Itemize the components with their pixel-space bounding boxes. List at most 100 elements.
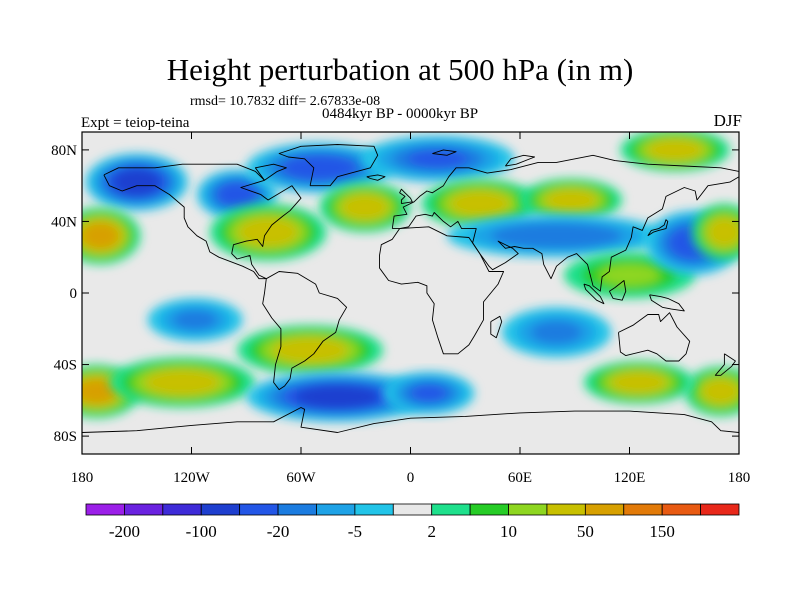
anomaly-8-level-5	[283, 341, 337, 360]
coast-svalbard	[432, 149, 457, 156]
coast-sumatra	[583, 283, 605, 305]
colorbar-box-3	[162, 503, 202, 516]
anomaly-21	[501, 307, 612, 358]
anomaly-22-level-5	[707, 382, 734, 401]
anomaly-2-level-6	[86, 226, 114, 246]
period-text: 0484kyr BP - 0000kyr BP	[322, 106, 479, 122]
coast-japan	[647, 219, 669, 237]
anomaly-9-level-3	[173, 309, 218, 330]
anomaly-13-level-4	[407, 149, 469, 169]
coast-antarctica	[82, 407, 739, 433]
coast-madagascar	[490, 315, 503, 339]
field-layer	[82, 132, 739, 422]
anomaly-11	[383, 371, 475, 415]
anomaly-14	[421, 178, 539, 229]
colorbar-box-13	[546, 503, 586, 516]
anomaly-13	[361, 135, 515, 183]
colorbar-box-15	[623, 503, 663, 516]
anomaly-10-level-6	[307, 388, 368, 406]
anomaly-15	[520, 178, 623, 222]
coastlines	[82, 144, 739, 433]
experiment-label: Expt = teiop-teina	[81, 115, 190, 131]
anomaly-4-level-5	[156, 373, 209, 392]
anomaly-22	[684, 366, 739, 417]
colorbar-label-3: -20	[267, 522, 290, 541]
y-tick-label-1: 80N	[51, 143, 77, 159]
y-tick-label-4: 40S	[54, 358, 77, 374]
anomaly-12	[319, 182, 411, 233]
anomaly-12-level-5	[348, 198, 382, 217]
coast-new-guinea	[649, 294, 685, 312]
colorbar-box-2	[124, 503, 164, 516]
colorbar-box-9	[392, 503, 433, 516]
anomaly-7	[209, 203, 327, 261]
anomaly-14-level-5	[458, 194, 501, 213]
colorbar: -200 -100 -20 -5 2 10 50 150	[85, 503, 740, 541]
anomaly-6-level-5	[292, 158, 346, 177]
colorbar-box-14	[584, 503, 625, 516]
colorbar-box-16	[661, 503, 701, 516]
coast-greenland	[278, 144, 379, 187]
coast-new-zealand	[714, 353, 736, 376]
anomaly-15-level-5	[552, 192, 590, 208]
anomaly-8	[237, 325, 384, 376]
anomaly-3-level-6	[82, 382, 112, 401]
colorbar-box-17	[700, 503, 740, 516]
colorbar-label-4: -5	[348, 522, 362, 541]
colorbar-label-6: 10	[500, 522, 517, 541]
x-axis: 180 120W 60W 0 60E 120E 180	[71, 132, 751, 486]
x-tick-label-3: 60W	[286, 470, 316, 486]
x-tick-label-1: 180	[71, 470, 94, 486]
anomaly-17-level-3	[598, 264, 661, 286]
season-label: DJF	[713, 111, 742, 130]
x-tick-label-4: 0	[407, 470, 415, 486]
x-tick-label-2: 120W	[173, 470, 211, 486]
colorbar-box-6	[277, 503, 317, 516]
x-tick-label-5: 60E	[508, 470, 532, 486]
colorbar-box-1	[85, 503, 125, 516]
anomaly-19-level-5	[712, 221, 737, 243]
colorbar-box-12	[508, 503, 548, 516]
x-tick-label-6: 120E	[614, 470, 646, 486]
x-tick-label-7: 180	[728, 470, 751, 486]
anomaly-5-level-5	[222, 185, 252, 204]
y-tick-label-2: 40N	[51, 214, 77, 230]
colorbar-box-4	[200, 503, 241, 516]
colorbar-box-5	[239, 503, 279, 516]
coast-baffin	[254, 163, 287, 181]
anomaly-1	[85, 153, 188, 211]
colorbar-box-10	[431, 503, 471, 516]
stats-text: rmsd= 10.7832 diff= 2.67833e-08	[190, 94, 381, 109]
colorbar-label-2: -100	[186, 522, 217, 541]
anomaly-20-level-5	[655, 142, 695, 158]
coast-iceland	[366, 174, 386, 181]
y-tick-label-5: 80S	[54, 429, 77, 445]
anomaly-7-level-5	[247, 221, 290, 243]
anomaly-23-level-5	[618, 374, 659, 391]
colorbar-box-11	[469, 503, 509, 516]
anomaly-21-level-3	[530, 320, 583, 345]
anomaly-16	[447, 214, 666, 258]
anomaly-11-level-4	[410, 384, 447, 402]
colorbar-label-1: -200	[109, 522, 140, 541]
anomaly-23	[583, 360, 694, 404]
anomaly-16-level-4	[512, 227, 601, 245]
coast-borneo	[608, 280, 627, 301]
colorbar-box-7	[316, 503, 356, 516]
anomaly-9	[147, 298, 243, 342]
coast-eurasia	[391, 154, 739, 292]
y-axis: 80N 40N 0 40S 80S	[51, 143, 739, 445]
colorbar-box-8	[354, 503, 394, 516]
anomaly-19	[691, 203, 739, 261]
colorbar-label-5: 2	[427, 522, 436, 541]
anomaly-1-level-6	[119, 172, 154, 192]
anomaly-4	[109, 357, 256, 408]
anomaly-10	[246, 371, 429, 422]
coast-south-america	[262, 271, 348, 391]
chart-title: Height perturbation at 500 hPa (in m)	[166, 52, 634, 87]
anomaly-2	[82, 207, 141, 265]
coast-africa	[379, 226, 505, 355]
colorbar-label-7: 50	[577, 522, 594, 541]
anomaly-20	[620, 132, 730, 172]
